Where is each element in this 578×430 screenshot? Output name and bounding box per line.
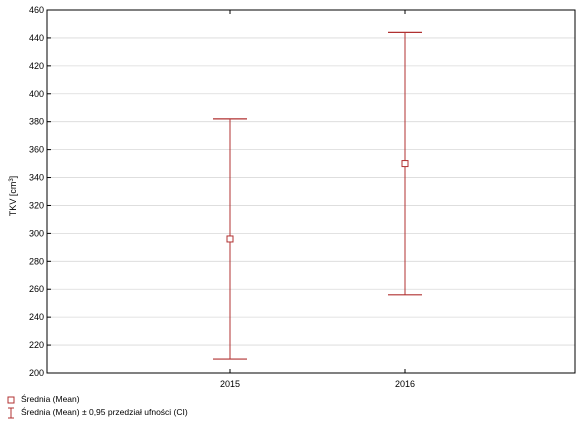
mean-marker-2016 <box>401 160 409 168</box>
y-tick-label: 240 <box>29 312 44 322</box>
legend-item-ci: Średnia (Mean) ± 0,95 przedział ufności … <box>6 406 188 419</box>
x-tick-label: 2015 <box>220 379 240 389</box>
y-axis-label: TKV [cm3] <box>8 176 18 216</box>
square-marker-icon <box>6 394 16 406</box>
legend: Średnia (Mean) Średnia (Mean) ± 0,95 prz… <box>6 393 188 419</box>
y-tick-label: 420 <box>29 61 44 71</box>
y-tick-label: 220 <box>29 340 44 350</box>
y-tick-label: 320 <box>29 200 44 210</box>
mean-marker-2015 <box>226 235 234 243</box>
y-tick-label: 260 <box>29 284 44 294</box>
chart: 200 220 240 260 280 300 320 340 360 380 400 420 440 4… <box>8 5 576 389</box>
x-tick-label: 2016 <box>395 379 415 389</box>
grid <box>47 37 575 346</box>
error-bar-icon <box>6 407 16 419</box>
y-tick-label: 340 <box>29 173 44 183</box>
legend-label-mean: Średnia (Mean) <box>21 394 80 404</box>
y-tick-label: 380 <box>29 117 44 127</box>
error-bars <box>213 31 422 360</box>
plot-frame <box>46 9 576 374</box>
y-tick-label: 200 <box>29 368 44 378</box>
y-tick-label: 400 <box>29 89 44 99</box>
legend-item-mean: Średnia (Mean) <box>6 393 188 406</box>
y-tick-label: 440 <box>29 33 44 43</box>
y-tick-label: 360 <box>29 145 44 155</box>
y-tick-label: 280 <box>29 256 44 266</box>
y-tick-label: 460 <box>29 5 44 15</box>
y-tick-label: 300 <box>29 228 44 238</box>
y-axis-ticks: 200 220 240 260 280 300 320 340 360 380 400 420 440 4… <box>29 5 51 378</box>
x-axis-ticks: 2015 2016 <box>220 10 415 389</box>
legend-label-ci: Średnia (Mean) ± 0,95 przedział ufności … <box>21 407 188 417</box>
